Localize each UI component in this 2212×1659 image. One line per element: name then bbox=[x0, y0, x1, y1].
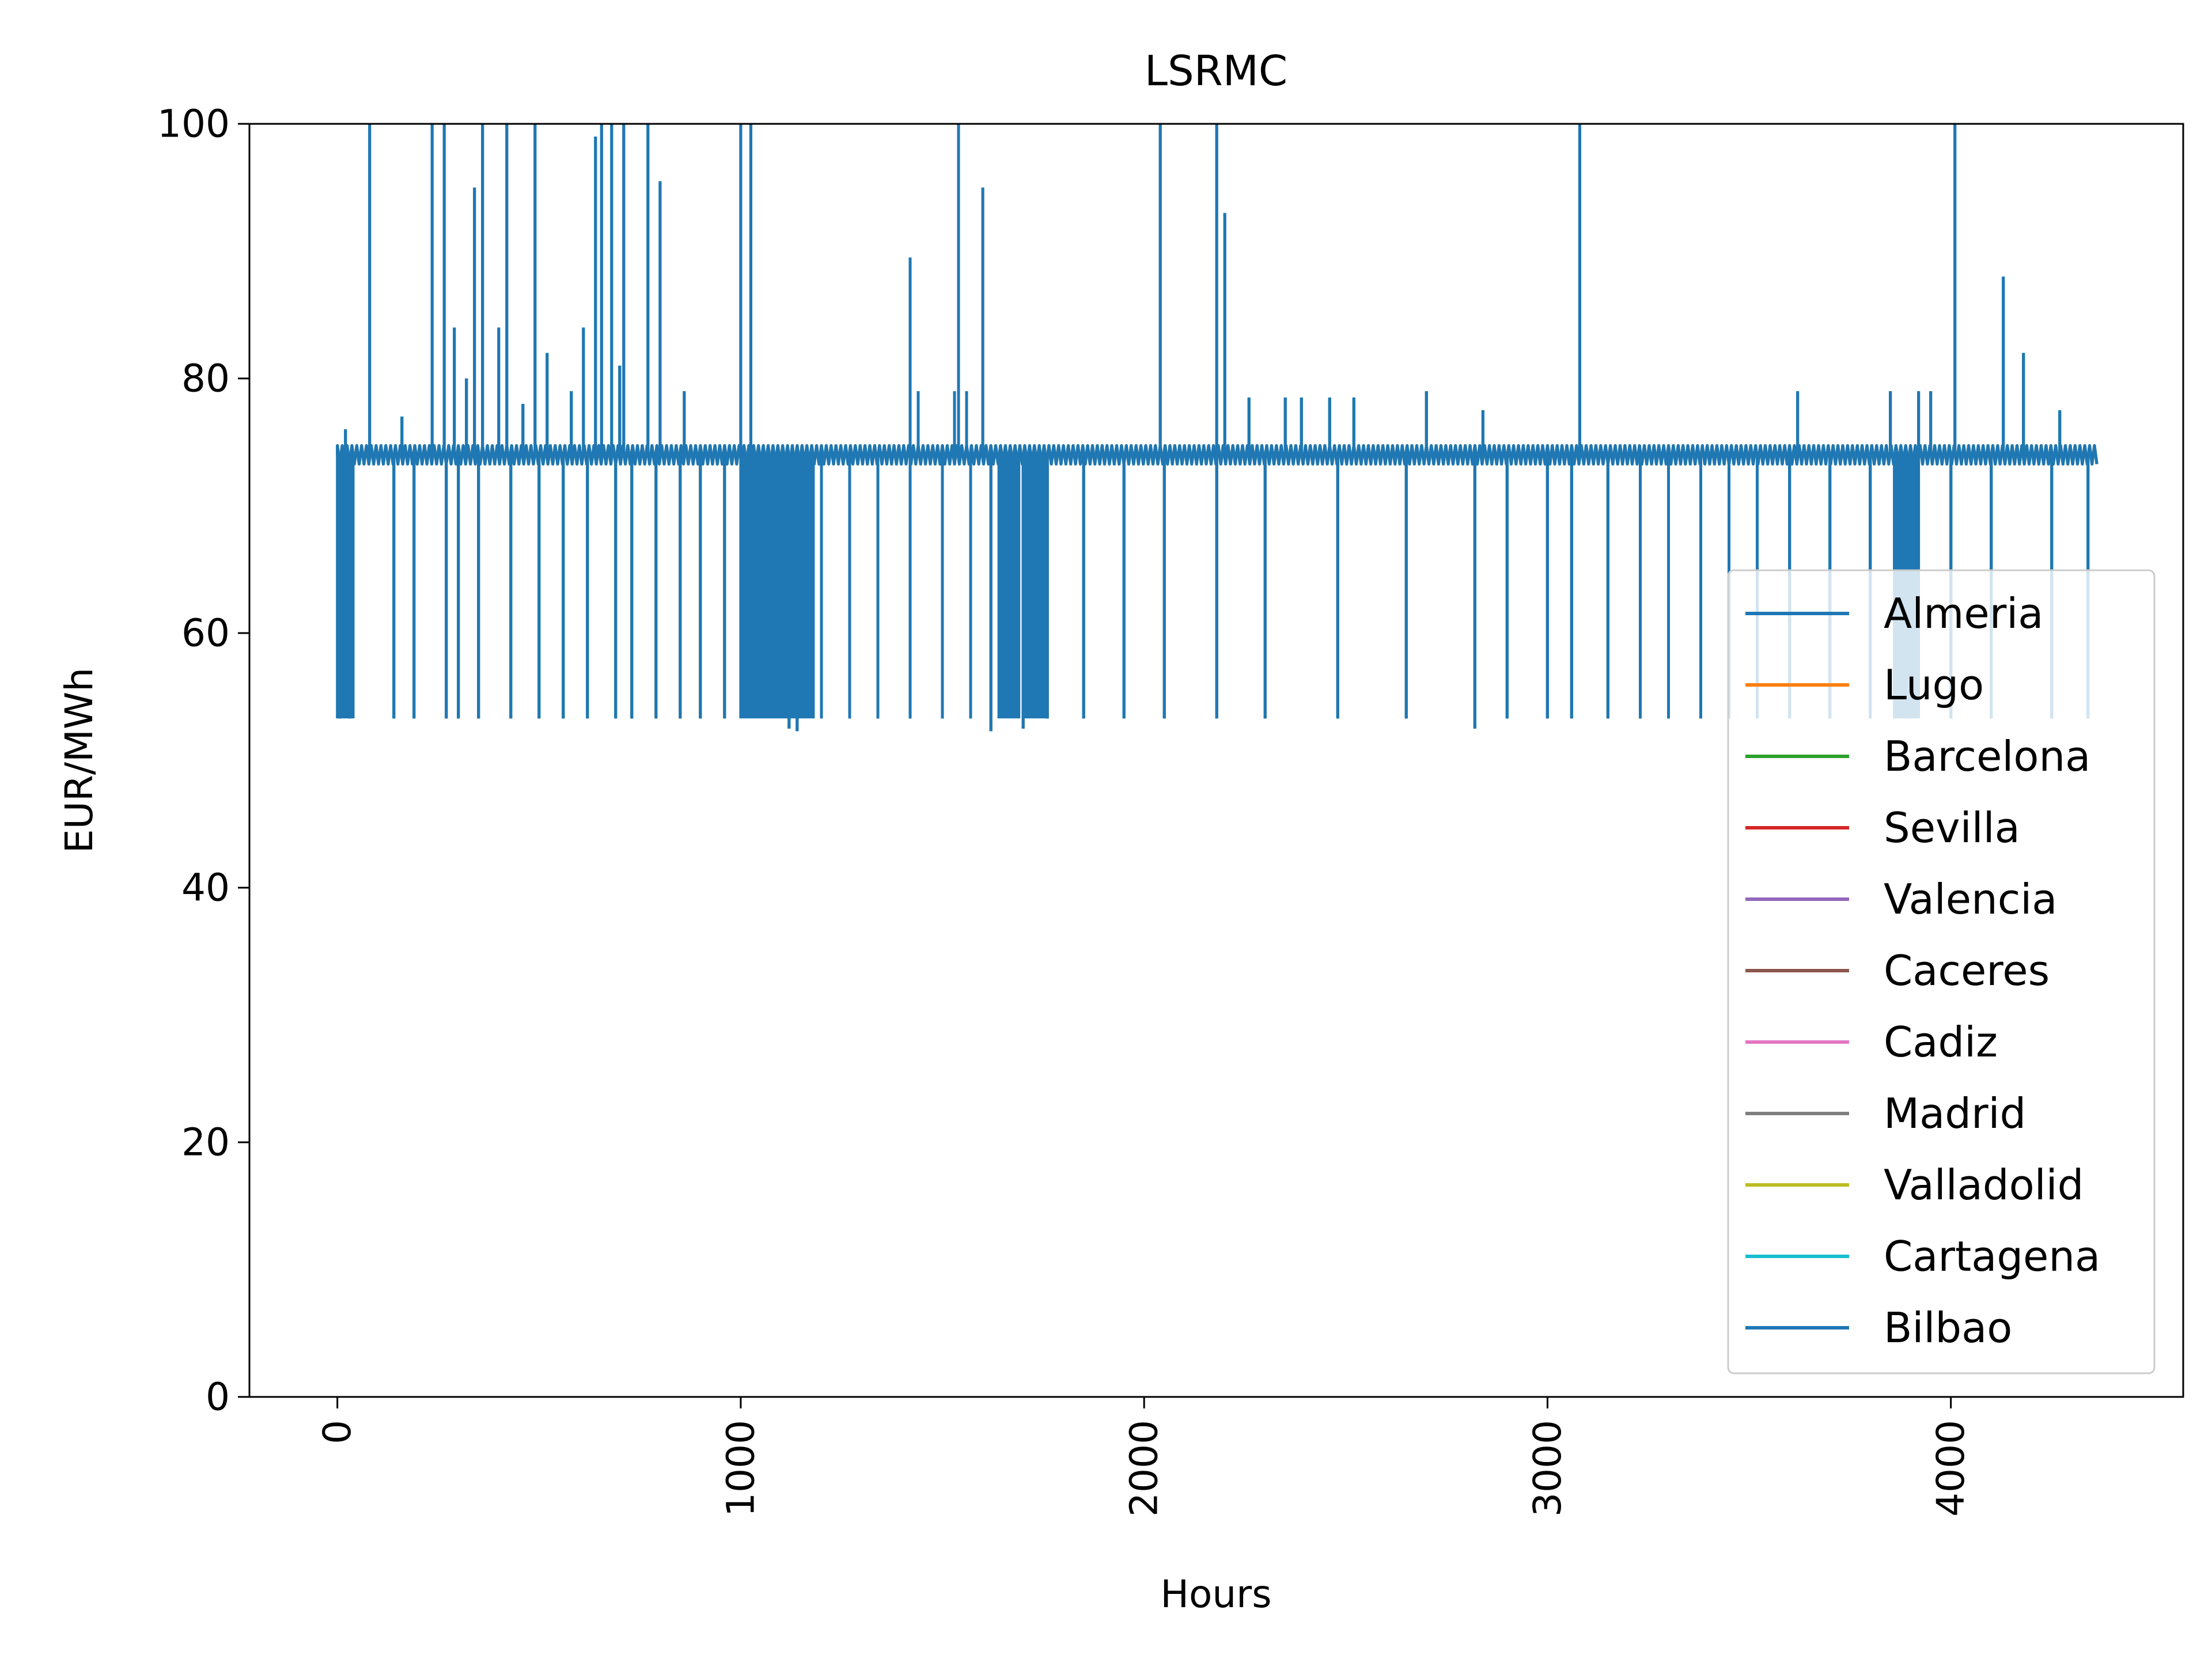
legend-label-bilbao: Bilbao bbox=[1884, 1304, 2012, 1352]
y-tick-label: 0 bbox=[206, 1375, 230, 1419]
y-tick-label: 80 bbox=[181, 357, 230, 401]
legend-label-caceres: Caceres bbox=[1884, 946, 2050, 995]
x-tick-label: 4000 bbox=[1929, 1420, 1973, 1517]
legend-label-almeria: Almeria bbox=[1884, 589, 2043, 638]
y-tick-label: 100 bbox=[157, 102, 230, 146]
legend-label-valladolid: Valladolid bbox=[1884, 1161, 2084, 1209]
x-axis-label: Hours bbox=[1160, 1572, 1271, 1616]
y-tick-label: 40 bbox=[181, 866, 230, 910]
plot-lines bbox=[336, 124, 2099, 732]
x-tick-label: 2000 bbox=[1122, 1420, 1166, 1517]
y-tick-label: 20 bbox=[181, 1120, 230, 1165]
x-tick-label: 1000 bbox=[718, 1420, 763, 1517]
dense-region-0 bbox=[336, 454, 355, 719]
legend: Almeria Lugo Barcelona Sevilla Valencia Cacer… bbox=[1727, 569, 2156, 1374]
legend-label-barcelona: Barcelona bbox=[1884, 732, 2090, 781]
legend-label-lugo: Lugo bbox=[1884, 661, 1984, 709]
x-ticks: 0 1000 2000 3000 4000 bbox=[315, 1397, 1973, 1517]
y-ticks: 0 20 40 60 80 100 bbox=[157, 102, 249, 1419]
y-axis-label: EUR/MWh bbox=[57, 668, 101, 853]
legend-label-valencia: Valencia bbox=[1884, 875, 2057, 923]
legend-label-sevilla: Sevilla bbox=[1884, 804, 2020, 852]
legend-box bbox=[1727, 569, 2156, 1374]
dense-region-2 bbox=[997, 454, 1021, 719]
dense-region-1 bbox=[739, 454, 815, 719]
chart-title: LSRMC bbox=[1145, 47, 1287, 95]
legend-label-cadiz: Cadiz bbox=[1884, 1018, 1998, 1066]
y-tick-label: 60 bbox=[181, 611, 230, 656]
legend-label-cartagena: Cartagena bbox=[1884, 1232, 2100, 1281]
axes-frame bbox=[248, 123, 2184, 1398]
dense-region-3 bbox=[1021, 454, 1049, 719]
x-tick-label: 0 bbox=[315, 1420, 359, 1444]
x-tick-label: 3000 bbox=[1525, 1420, 1570, 1517]
legend-label-madrid: Madrid bbox=[1884, 1089, 2026, 1138]
